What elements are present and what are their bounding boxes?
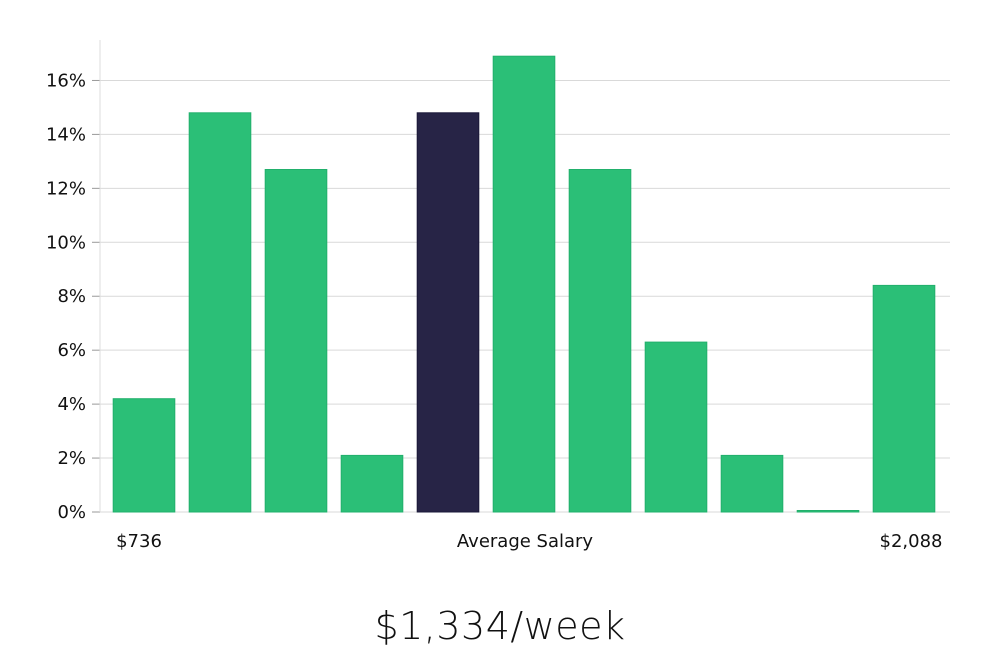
bar (644, 341, 708, 513)
bar (188, 112, 252, 513)
y-tick-label: 8% (57, 286, 86, 307)
bars (112, 55, 936, 513)
y-tick-label: 0% (57, 502, 86, 523)
x-axis-labels: $736 Average Salary $2,088 (116, 531, 942, 552)
bar (112, 398, 176, 513)
y-tick-label: 10% (46, 232, 86, 253)
x-label-min: $736 (116, 531, 162, 552)
salary-histogram: 0% 2% 4% 6% 8% 10% 12% 14% 16% $736 Average Sala… (46, 40, 950, 552)
average-salary-value: $1,334/week (374, 604, 626, 648)
y-tick-label: 14% (46, 124, 86, 145)
bar-highlight (416, 112, 480, 513)
y-tick-label: 6% (57, 340, 86, 361)
bar (264, 169, 328, 513)
y-tick-label: 12% (46, 178, 86, 199)
y-tick-label: 4% (57, 394, 86, 415)
x-label-max: $2,088 (880, 531, 943, 552)
bar (492, 55, 556, 513)
x-label-center: Average Salary (457, 531, 594, 552)
bar (568, 169, 632, 513)
bar (340, 454, 404, 513)
bar (720, 454, 784, 513)
bar (872, 284, 936, 513)
bar (796, 510, 860, 513)
y-tick-label: 2% (57, 448, 86, 469)
y-axis: 0% 2% 4% 6% 8% 10% 12% 14% 16% (46, 70, 100, 523)
y-tick-label: 16% (46, 70, 86, 91)
